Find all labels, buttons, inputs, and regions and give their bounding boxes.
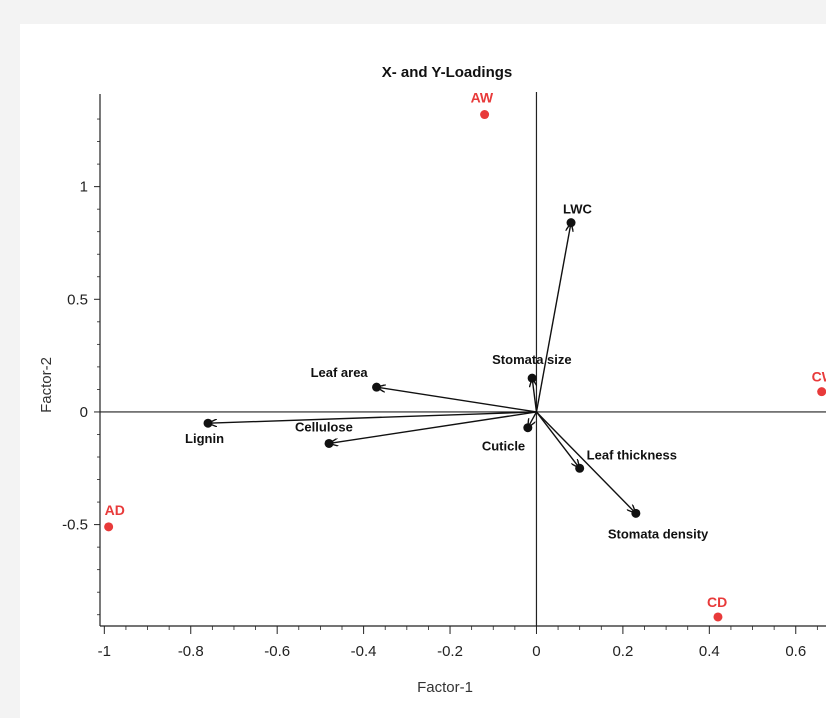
observation-point: [817, 387, 826, 397]
observation-label: CW: [812, 369, 826, 385]
x-axis-label: Factor-1: [417, 679, 473, 696]
y-tick-label: 1: [80, 179, 88, 196]
x-tick-label: -0.6: [264, 643, 290, 660]
y-tick-label: -0.5: [62, 517, 88, 534]
variable-label: Lignin: [185, 431, 224, 446]
variable-point: [203, 418, 213, 428]
observation-point: [713, 612, 723, 622]
x-tick-label: -0.2: [437, 643, 463, 660]
x-tick-label: 0: [532, 643, 540, 660]
chart-title: X- and Y-Loadings: [382, 64, 513, 81]
variable-label: Stomata size: [492, 352, 571, 367]
loading-arrow: [208, 411, 537, 423]
loading-arrow: [535, 411, 635, 513]
variable-label: Cuticle: [482, 439, 525, 454]
variable-label: LWC: [563, 202, 592, 217]
observation-label: AD: [105, 502, 125, 518]
x-tick-label: -0.8: [178, 643, 204, 660]
variable-point: [566, 218, 576, 228]
loadings-chart: X- and Y-Loadings Factor-1 Factor-2 -1 -0…: [38, 64, 826, 696]
x-tick-label: -1: [98, 643, 111, 660]
y-tick-label: 0: [80, 404, 88, 421]
observation-point: [104, 522, 114, 532]
variable-label: Stomata density: [608, 526, 709, 541]
variable-point: [523, 423, 533, 433]
y-axis-label: Factor-2: [38, 357, 55, 413]
y-tick-label: 0.5: [67, 291, 88, 308]
observation-label: AW: [471, 90, 494, 106]
variable-point: [372, 382, 382, 392]
observation-label: CD: [707, 594, 727, 610]
loading-arrow: [329, 411, 537, 444]
variable-label: Leaf area: [311, 365, 369, 380]
x-tick-label: 0.4: [699, 643, 720, 660]
variable-point: [631, 508, 641, 518]
variable-point: [324, 438, 334, 448]
chart-frame: X- and Y-Loadings Factor-1 Factor-2 -1 -0…: [20, 24, 826, 718]
variable-label: Cellulose: [295, 419, 353, 434]
loading-arrow: [535, 411, 579, 468]
loading-arrow: [377, 387, 537, 413]
variable-label: Leaf thickness: [587, 447, 677, 462]
observation-point: [480, 110, 490, 120]
loading-arrow: [535, 223, 571, 413]
loading-arrow: [532, 378, 536, 413]
x-tick-label: 0.2: [612, 643, 633, 660]
x-tick-label: -0.4: [351, 643, 377, 660]
variable-point: [527, 373, 537, 383]
x-tick-label: 0.6: [785, 643, 806, 660]
variable-point: [575, 463, 585, 473]
